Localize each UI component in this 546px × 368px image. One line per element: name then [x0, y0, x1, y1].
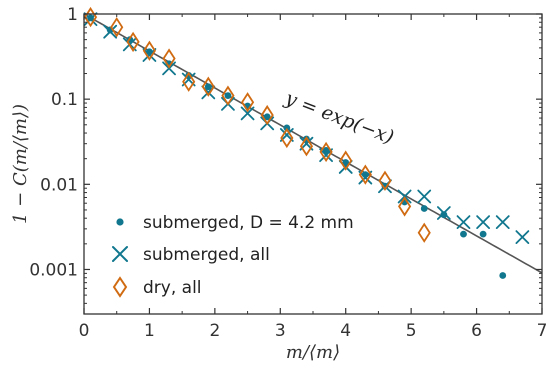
data-point-cross — [515, 230, 530, 244]
legend-label-submerged-d42: submerged, D = 4.2 mm — [143, 213, 354, 233]
reference-line-layer — [83, 13, 543, 274]
data-point-cross — [495, 215, 510, 229]
legend-label-submerged-all: submerged, all — [143, 245, 270, 265]
data-point-diamond — [417, 222, 431, 243]
legend: submerged, D = 4.2 mm submerged, all dry… — [112, 213, 354, 298]
data-point-diamond — [378, 170, 392, 191]
data-point-diamond — [260, 104, 274, 126]
data-point-dot — [224, 92, 232, 100]
y-tick-label: 0.1 — [51, 90, 78, 110]
data-point-cross — [240, 106, 255, 121]
data-point-dot — [499, 272, 507, 279]
y-axis-label: 1 − C(m/⟨m⟩) — [10, 104, 31, 224]
x-axis-label: m/⟨m⟩ — [286, 342, 340, 363]
series-submerged-d-4-2-mm — [87, 14, 507, 279]
legend-marker-dry-all — [112, 276, 128, 298]
data-point-diamond — [201, 76, 215, 97]
x-tick-label: 2 — [209, 321, 220, 341]
data-point-diamond — [162, 48, 176, 69]
data-point-cross — [476, 215, 491, 229]
data-point-diamond — [299, 136, 314, 157]
y-tick-label: 1 — [67, 5, 78, 25]
data-point-diamond — [142, 40, 157, 61]
data-point-diamond — [319, 141, 333, 163]
x-tick-label: 6 — [471, 321, 482, 341]
data-point-dot — [420, 205, 428, 212]
y-tick-label: 0.001 — [29, 260, 78, 280]
reference-line — [83, 13, 543, 274]
data-point-dot — [204, 83, 212, 91]
data-point-diamond — [221, 85, 235, 106]
data-point-dot — [460, 230, 467, 238]
data-point-cross — [103, 24, 118, 39]
reference-line-annotation: y = exp(−x) — [281, 87, 397, 149]
data-point-cross — [142, 48, 157, 62]
data-point-dot — [263, 113, 271, 121]
legend-marker-submerged-d42 — [116, 218, 124, 226]
data-point-dot — [322, 147, 330, 154]
data-point-diamond — [182, 71, 196, 92]
data-point-cross — [436, 206, 451, 220]
legend-label-dry-all: dry, all — [143, 278, 202, 298]
series-submerged-all — [83, 12, 530, 244]
axis-ticks-layer: 0 1 2 3 4 5 6 7 0.001 0.01 0.1 1 — [29, 5, 546, 341]
data-point-diamond — [126, 31, 140, 53]
data-point-diamond — [280, 127, 294, 149]
data-point-cross — [417, 189, 432, 204]
x-tick-label: 7 — [537, 321, 546, 341]
data-point-dot — [440, 211, 448, 219]
data-point-dot — [479, 230, 487, 238]
y-tick-label: 0.01 — [40, 175, 78, 195]
legend-marker-submerged-all — [112, 246, 128, 262]
data-point-diamond — [358, 164, 372, 185]
data-point-diamond — [398, 196, 412, 217]
data-point-diamond — [110, 17, 124, 38]
x-tick-label: 3 — [275, 321, 286, 341]
data-points-layer — [83, 6, 530, 279]
x-tick-label: 1 — [144, 321, 155, 341]
data-point-diamond — [240, 92, 255, 113]
data-point-cross — [456, 215, 471, 229]
data-point-diamond — [339, 150, 353, 171]
x-tick-label: 5 — [406, 321, 417, 341]
x-tick-label: 4 — [340, 321, 351, 341]
x-tick-label: 0 — [79, 321, 90, 341]
